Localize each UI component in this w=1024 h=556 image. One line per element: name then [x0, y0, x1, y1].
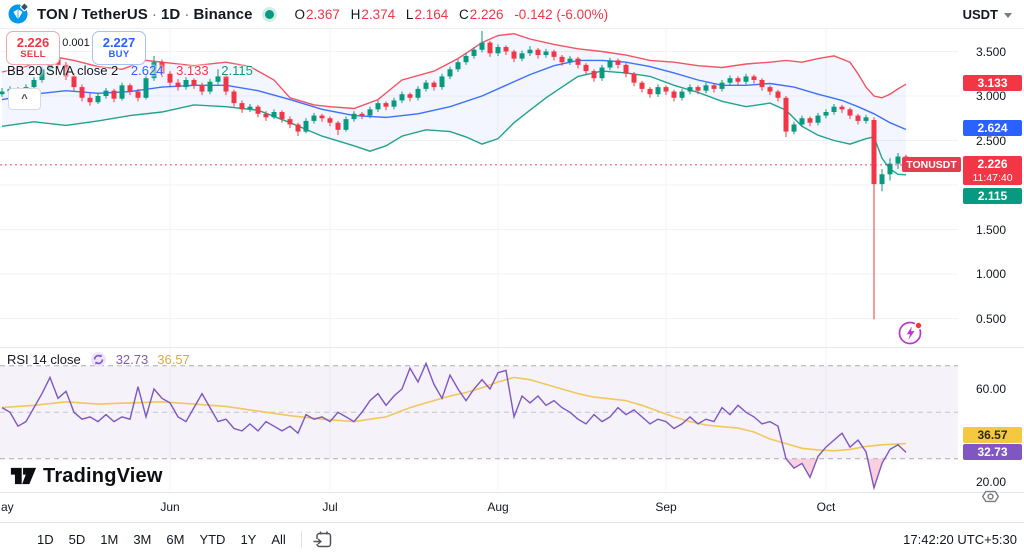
- month-label: Aug: [487, 500, 509, 514]
- ohlc-readout: O2.367 H2.374 L2.164 C2.226 -0.142 (-6.0…: [294, 6, 609, 22]
- month-label: Sep: [655, 500, 677, 514]
- sell-button[interactable]: 2.226 SELL: [6, 31, 60, 65]
- pane-separator[interactable]: [0, 347, 1024, 348]
- range-button-ytd[interactable]: YTD: [199, 532, 226, 547]
- exchange-label: Binance: [193, 5, 253, 23]
- bb-upper-value: 3.133: [176, 63, 209, 78]
- price-tick: 2.500: [976, 133, 1007, 148]
- symbol-title[interactable]: TON / TetherUS · 1D · Binance: [37, 5, 253, 23]
- legend-collapse-button[interactable]: ^: [8, 88, 41, 110]
- price-tick: 3.500: [976, 44, 1007, 59]
- toolbar-divider: [300, 531, 302, 548]
- bb-middle-value: 2.624: [130, 63, 164, 78]
- lightning-events-icon[interactable]: [897, 319, 925, 347]
- rsi-value: 32.73: [115, 352, 149, 367]
- order-panel: 2.226 SELL 0.001 2.227 BUY: [6, 31, 146, 65]
- range-button-1m[interactable]: 1M: [100, 532, 119, 547]
- rsi-label: RSI 14 close: [7, 352, 81, 367]
- buy-button[interactable]: 2.227 BUY: [92, 31, 146, 65]
- bb-indicator-legend[interactable]: BB 20 SMA close 2 2.624 3.133 2.115: [7, 63, 253, 78]
- close-value: 2.226: [469, 6, 504, 22]
- time-scale[interactable]: ay Jun Jul Aug Sep Oct: [0, 492, 1024, 523]
- symbol-name: TON / TetherUS: [37, 5, 148, 23]
- change-value: -0.142 (-6.00%): [514, 6, 609, 22]
- rsi-loading-icon: [90, 351, 107, 368]
- go-to-date-icon[interactable]: [312, 529, 336, 551]
- price-tick: 1.500: [976, 222, 1007, 237]
- symbol-price-tag: TONUSDT: [902, 157, 961, 172]
- spread-value: 0.001: [60, 36, 92, 50]
- chart-header: TON / TetherUS · 1D · Binance O2.367 H2.374 …: [0, 0, 1024, 29]
- range-button-1d[interactable]: 1D: [37, 532, 54, 547]
- bb-lower-tag: 2.115: [963, 188, 1022, 204]
- range-button-5d[interactable]: 5D: [68, 532, 86, 547]
- scale-settings-icon[interactable]: [981, 487, 1000, 506]
- ton-symbol-logo-icon[interactable]: [8, 2, 30, 25]
- tradingview-logomark-icon: [10, 467, 37, 485]
- open-value: 2.367: [306, 6, 340, 22]
- bar-countdown: 11:47:40: [972, 172, 1013, 184]
- interval-label: 1D: [160, 5, 181, 23]
- clock-timezone[interactable]: 17:42:20 UTC+5:30: [903, 532, 1017, 547]
- notification-dot-icon: [914, 321, 923, 330]
- market-status-dot-icon[interactable]: [264, 9, 274, 19]
- date-range-switcher: 1D 5D 1M 3M 6M YTD 1Y All: [31, 529, 295, 550]
- rsi-tick: 20.00: [976, 475, 1007, 489]
- main-chart-canvas[interactable]: [0, 28, 958, 493]
- chevron-down-icon: [1004, 12, 1012, 18]
- price-tick: 3.000: [976, 89, 1007, 103]
- bottom-toolbar: 1D 5D 1M 3M 6M YTD 1Y All 17:42:20 UTC+5:30: [0, 522, 1024, 556]
- month-label: Jun: [160, 500, 180, 514]
- bb-upper-tag: 3.133: [963, 75, 1022, 91]
- month-label: Oct: [816, 500, 836, 514]
- price-tick: 0.500: [976, 311, 1007, 326]
- rsi-ma-value: 36.57: [157, 352, 190, 367]
- range-button-6m[interactable]: 6M: [166, 532, 185, 547]
- rsi-tick: 60.00: [976, 382, 1007, 396]
- price-tick: 1.000: [976, 267, 1007, 281]
- range-button-1y[interactable]: 1Y: [240, 532, 257, 547]
- bb-middle-tag: 2.624: [963, 120, 1022, 136]
- high-value: 2.374: [361, 6, 396, 22]
- rsi-indicator-legend[interactable]: RSI 14 close 32.73 36.57: [7, 351, 190, 368]
- rsi-ma-tag: 36.57: [963, 427, 1022, 443]
- range-button-all[interactable]: All: [271, 532, 286, 547]
- month-label: Jul: [322, 500, 338, 514]
- bb-lower-value: 2.115: [221, 63, 253, 78]
- tradingview-logo[interactable]: TradingView: [10, 464, 163, 488]
- low-value: 2.164: [414, 6, 449, 22]
- last-price-tag: 2.226 11:47:40: [963, 156, 1022, 185]
- rsi-value-tag: 32.73: [963, 444, 1022, 460]
- bb-label: BB 20 SMA close 2: [7, 63, 119, 78]
- month-label: ay: [1, 500, 14, 514]
- range-button-3m[interactable]: 3M: [133, 532, 152, 547]
- currency-dropdown[interactable]: USDT: [963, 4, 1012, 24]
